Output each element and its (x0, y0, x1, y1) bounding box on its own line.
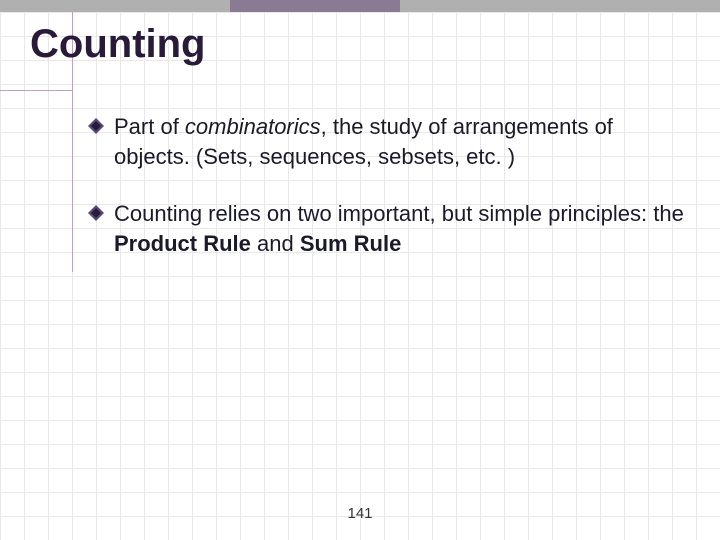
margin-horizontal-line (0, 90, 72, 91)
bullet-item: Counting relies on two important, but si… (88, 199, 688, 258)
slide-title: Counting (30, 22, 206, 67)
diamond-bullet-icon (88, 118, 104, 134)
page-number: 141 (0, 505, 720, 522)
bullet-text: Counting relies on two important, but si… (114, 199, 688, 258)
bullet-item: Part of combinatorics, the study of arra… (88, 112, 688, 171)
slide-body: Part of combinatorics, the study of arra… (88, 112, 688, 287)
bullet-text: Part of combinatorics, the study of arra… (114, 112, 688, 171)
diamond-bullet-icon (88, 205, 104, 221)
top-bar-accent (230, 0, 400, 12)
